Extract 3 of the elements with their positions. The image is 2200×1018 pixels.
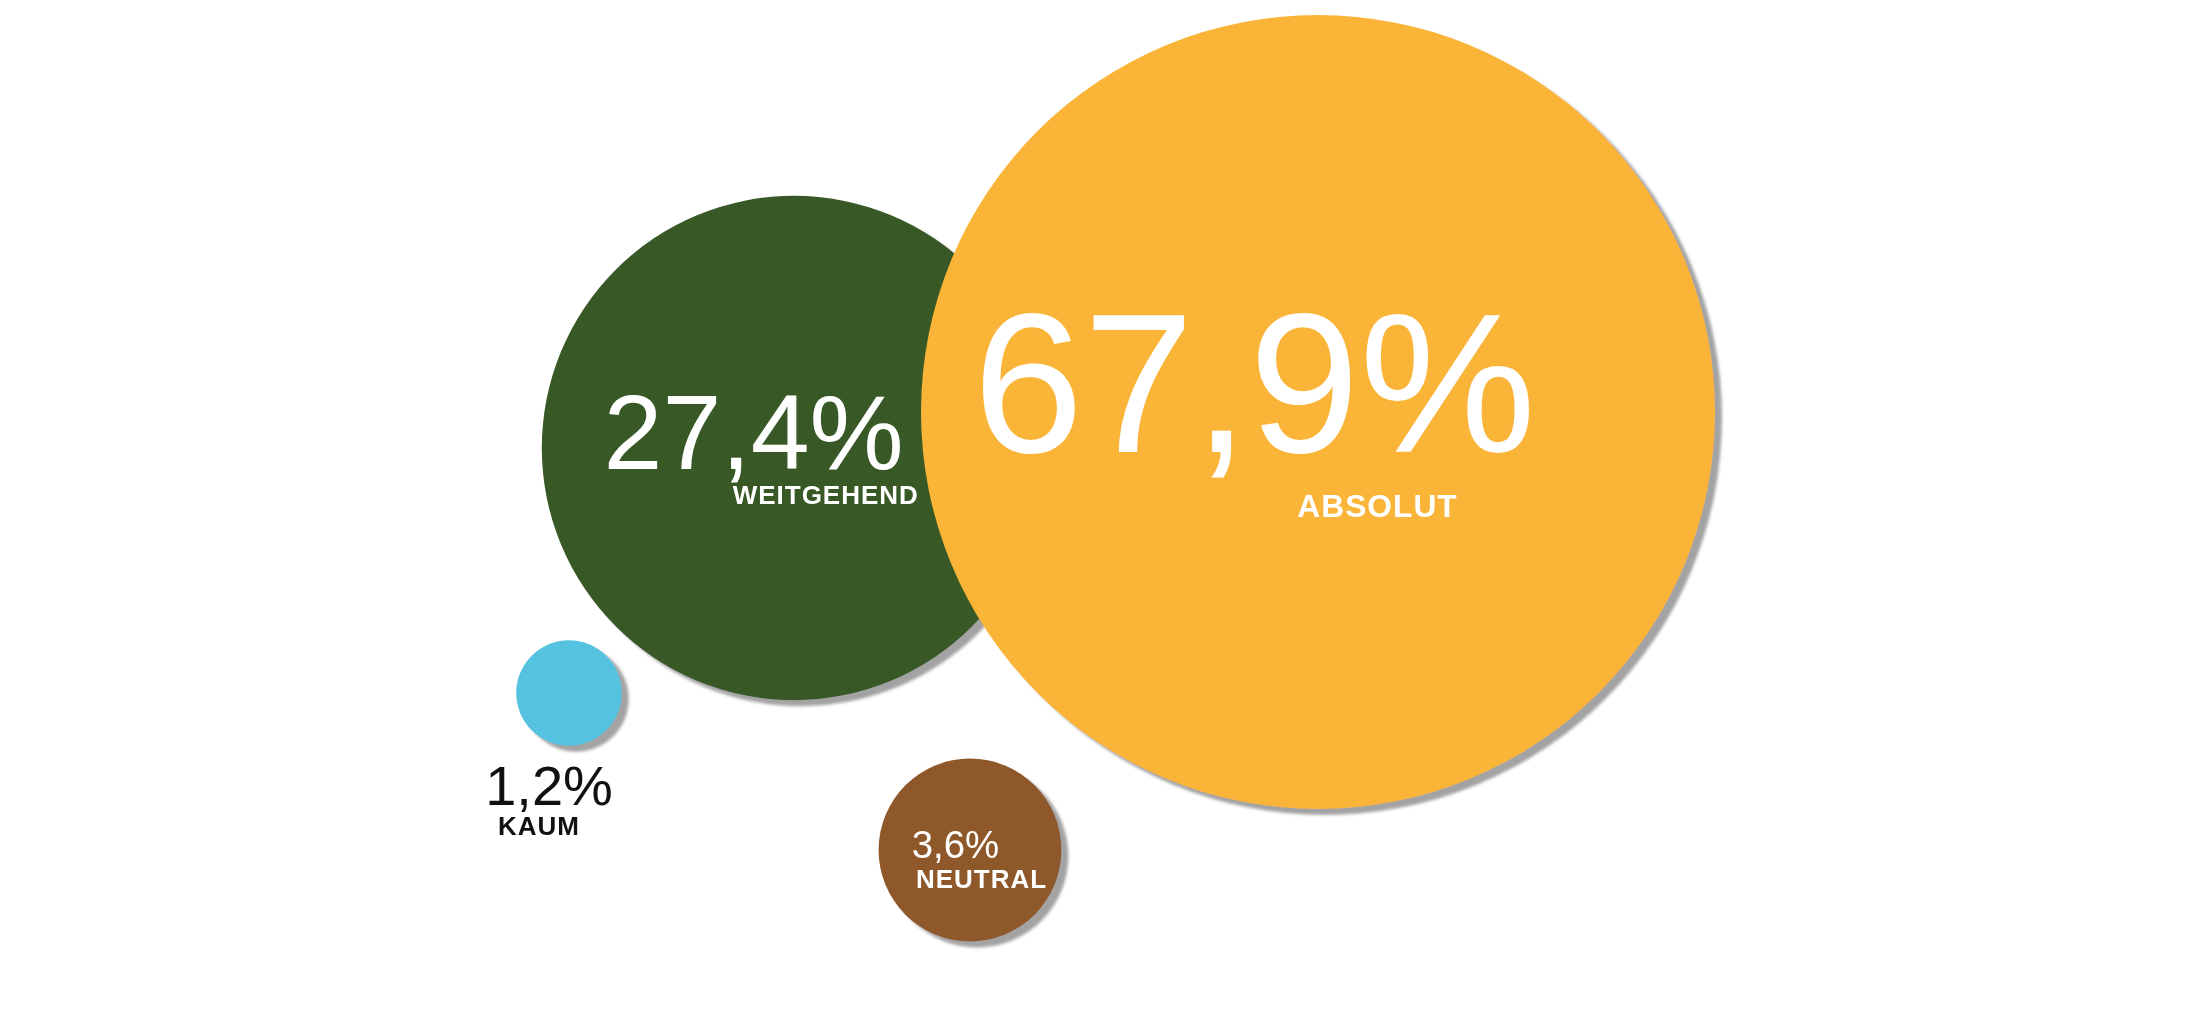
data-label: 3,6% — [911, 822, 1000, 866]
data-label: 1,2% — [485, 753, 613, 817]
category-label: NEUTRAL — [915, 863, 1048, 894]
